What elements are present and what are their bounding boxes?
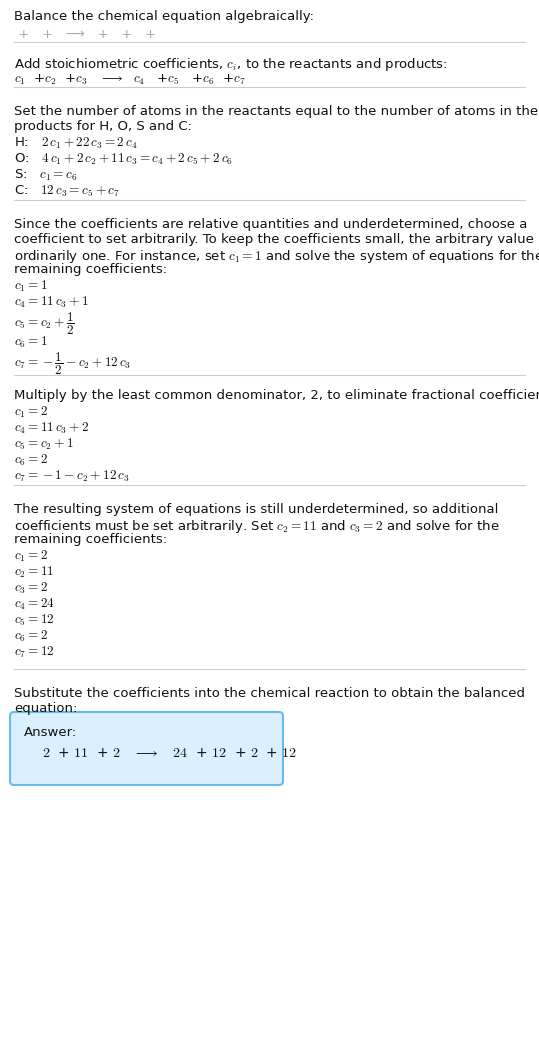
Text: $c_2 = 11$: $c_2 = 11$	[14, 565, 54, 580]
Text: C:   $12\,c_3 = c_5 + c_7$: C: $12\,c_3 = c_5 + c_7$	[14, 184, 120, 199]
Text: coefficient to set arbitrarily. To keep the coefficients small, the arbitrary va: coefficient to set arbitrarily. To keep …	[14, 233, 539, 246]
Text: ordinarily one. For instance, set $c_1 = 1$ and solve the system of equations fo: ordinarily one. For instance, set $c_1 =…	[14, 248, 539, 265]
Text: $c_7 = -\dfrac{1}{2} - c_2 + 12\,c_3$: $c_7 = -\dfrac{1}{2} - c_2 + 12\,c_3$	[14, 351, 131, 377]
Text: Answer:: Answer:	[24, 726, 77, 739]
Text: $c_7 = 12$: $c_7 = 12$	[14, 645, 54, 661]
Text: O:   $4\,c_1 + 2\,c_2 + 11\,c_3 = c_4 + 2\,c_5 + 2\,c_6$: O: $4\,c_1 + 2\,c_2 + 11\,c_3 = c_4 + 2\…	[14, 152, 233, 167]
Text: $c_4 = 11\,c_3 + 2$: $c_4 = 11\,c_3 + 2$	[14, 421, 89, 437]
Text: $c_6 = 2$: $c_6 = 2$	[14, 453, 48, 468]
Text: $c_1 = 2$: $c_1 = 2$	[14, 549, 48, 564]
Text: H:   $2\,c_1 + 22\,c_3 = 2\,c_4$: H: $2\,c_1 + 22\,c_3 = 2\,c_4$	[14, 136, 137, 151]
FancyBboxPatch shape	[10, 712, 283, 785]
Text: $c_1$  +$c_2$  +$c_3$   $\longrightarrow$  $c_4$   +$c_5$   +$c_6$  +$c_7$: $c_1$ +$c_2$ +$c_3$ $\longrightarrow$ $c…	[14, 73, 246, 88]
Text: $c_5 = 12$: $c_5 = 12$	[14, 613, 54, 628]
Text: remaining coefficients:: remaining coefficients:	[14, 533, 167, 546]
Text: $c_1 = 1$: $c_1 = 1$	[14, 279, 47, 294]
Text: $c_7 = -1 - c_2 + 12\,c_3$: $c_7 = -1 - c_2 + 12\,c_3$	[14, 469, 129, 484]
Text: $c_6 = 2$: $c_6 = 2$	[14, 629, 48, 645]
Text: +   +   ⟶   +   +   +: + + ⟶ + + +	[14, 27, 164, 41]
Text: equation:: equation:	[14, 702, 78, 715]
Text: The resulting system of equations is still underdetermined, so additional: The resulting system of equations is sti…	[14, 503, 499, 516]
Text: $c_5 = c_2 + 1$: $c_5 = c_2 + 1$	[14, 437, 74, 452]
Text: $2$  + $11$  + $2$   $\longrightarrow$   $24$  + $12$  + $2$  + $12$: $2$ + $11$ + $2$ $\longrightarrow$ $24$ …	[42, 746, 298, 760]
Text: products for H, O, S and C:: products for H, O, S and C:	[14, 120, 192, 133]
Text: Add stoichiometric coefficients, $c_i$, to the reactants and products:: Add stoichiometric coefficients, $c_i$, …	[14, 56, 448, 73]
Text: $c_6 = 1$: $c_6 = 1$	[14, 335, 47, 350]
Text: remaining coefficients:: remaining coefficients:	[14, 263, 167, 276]
Text: Since the coefficients are relative quantities and underdetermined, choose a: Since the coefficients are relative quan…	[14, 218, 527, 231]
Text: Substitute the coefficients into the chemical reaction to obtain the balanced: Substitute the coefficients into the che…	[14, 687, 525, 700]
Text: $c_3 = 2$: $c_3 = 2$	[14, 581, 48, 596]
Text: $c_1 = 2$: $c_1 = 2$	[14, 405, 48, 421]
Text: Balance the chemical equation algebraically:: Balance the chemical equation algebraica…	[14, 10, 314, 23]
Text: coefficients must be set arbitrarily. Set $c_2 = 11$ and $c_3 = 2$ and solve for: coefficients must be set arbitrarily. Se…	[14, 518, 500, 535]
Text: $c_5 = c_2 + \dfrac{1}{2}$: $c_5 = c_2 + \dfrac{1}{2}$	[14, 311, 75, 337]
Text: S:   $c_1 = c_6$: S: $c_1 = c_6$	[14, 168, 78, 183]
Text: Multiply by the least common denominator, 2, to eliminate fractional coefficient: Multiply by the least common denominator…	[14, 389, 539, 402]
Text: $c_4 = 11\,c_3 + 1$: $c_4 = 11\,c_3 + 1$	[14, 295, 89, 311]
Text: Set the number of atoms in the reactants equal to the number of atoms in the: Set the number of atoms in the reactants…	[14, 105, 538, 118]
Text: $c_4 = 24$: $c_4 = 24$	[14, 597, 55, 612]
